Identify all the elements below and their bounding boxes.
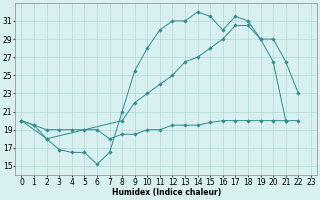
X-axis label: Humidex (Indice chaleur): Humidex (Indice chaleur): [112, 188, 221, 197]
